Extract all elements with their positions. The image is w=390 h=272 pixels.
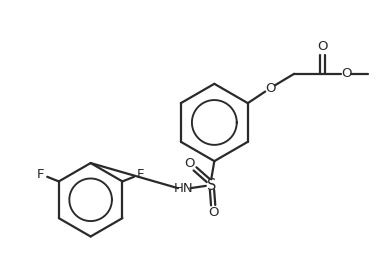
Text: F: F bbox=[137, 168, 144, 181]
Text: O: O bbox=[317, 40, 327, 53]
Text: O: O bbox=[208, 206, 218, 219]
Text: HN: HN bbox=[174, 182, 193, 195]
Text: O: O bbox=[265, 82, 275, 95]
Text: S: S bbox=[207, 178, 216, 193]
Text: O: O bbox=[184, 157, 195, 169]
Text: O: O bbox=[341, 67, 351, 80]
Text: F: F bbox=[37, 168, 44, 181]
